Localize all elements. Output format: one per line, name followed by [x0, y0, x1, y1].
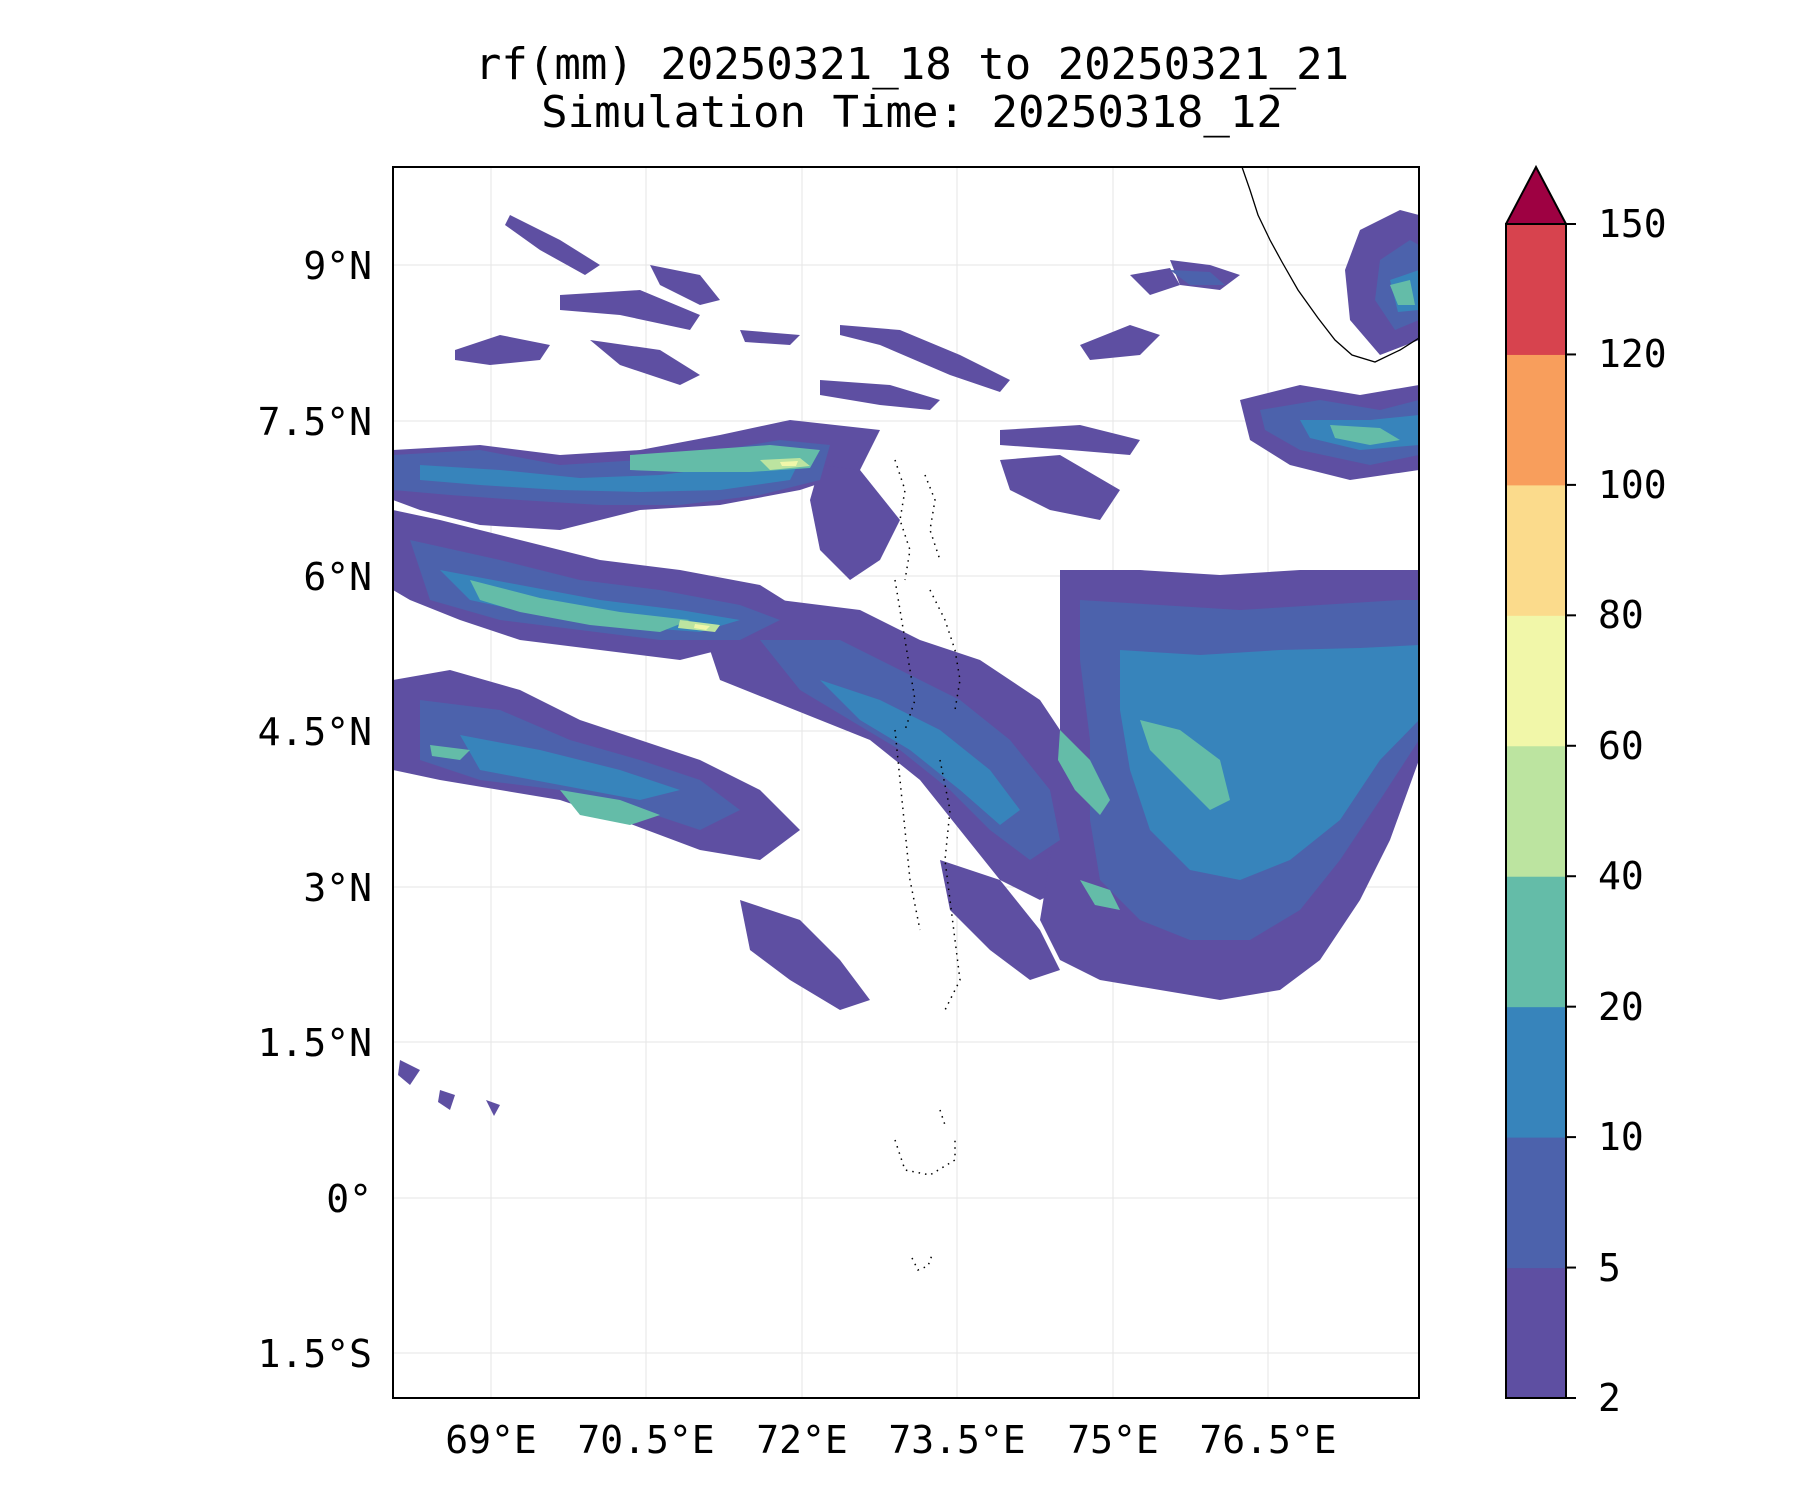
colorbar-segment-7 [1506, 484, 1566, 616]
title-line-1: rf(mm) 20250321_18 to 20250321_21 [474, 39, 1350, 90]
colorbar-segment-9 [1506, 224, 1566, 355]
rainfall-field [393, 210, 1419, 1116]
lat-label-6n: 6°N [303, 555, 372, 599]
colorbar: 2 5 10 20 40 60 80 100 120 150 [1505, 164, 1667, 1420]
lat-label-0: 0° [326, 1177, 372, 1221]
colorbar-segment-6 [1506, 615, 1566, 747]
colorbar-ticks [1566, 223, 1576, 1399]
lat-label-3n: 3°N [303, 866, 372, 910]
colorbar-segment-8 [1506, 354, 1566, 486]
lat-label-9n: 9°N [303, 244, 372, 288]
colorbar-label-10: 10 [1598, 1115, 1644, 1159]
colorbar-label-2: 2 [1598, 1376, 1621, 1420]
latitude-labels: 9°N 7.5°N 6°N 4.5°N 3°N 1.5°N 0° 1.5°S [258, 244, 372, 1376]
colorbar-segment-5 [1506, 745, 1566, 877]
lat-label-1-5s: 1.5°S [258, 1332, 372, 1376]
colorbar-segment-1 [1506, 1267, 1566, 1399]
lon-label-75e: 75°E [1067, 1418, 1159, 1462]
colorbar-label-40: 40 [1598, 854, 1644, 898]
lon-label-73-5e: 73.5°E [888, 1418, 1025, 1462]
colorbar-label-80: 80 [1598, 593, 1644, 637]
map-frame [392, 166, 1420, 1399]
lon-label-70-5e: 70.5°E [577, 1418, 714, 1462]
colorbar-labels: 2 5 10 20 40 60 80 100 120 150 [1598, 202, 1667, 1420]
longitude-labels: 69°E 70.5°E 72°E 73.5°E 75°E 76.5°E [445, 1418, 1336, 1462]
colorbar-label-5: 5 [1598, 1246, 1621, 1290]
lat-label-4-5n: 4.5°N [258, 710, 372, 754]
title-line-2: Simulation Time: 20250318_12 [541, 87, 1283, 138]
lon-label-72e: 72°E [756, 1418, 848, 1462]
lon-label-76-5e: 76.5°E [1199, 1418, 1336, 1462]
lat-label-7-5n: 7.5°N [258, 400, 372, 444]
colorbar-label-60: 60 [1598, 724, 1644, 768]
rain-level-60-80 [694, 461, 798, 630]
colorbar-segment-4 [1506, 876, 1566, 1008]
colorbar-segment-2 [1506, 1137, 1566, 1269]
maldives-atolls [894, 459, 961, 1271]
lat-label-1-5n: 1.5°N [258, 1021, 372, 1065]
rain-level-10-20 [420, 270, 1419, 880]
colorbar-label-20: 20 [1598, 985, 1644, 1029]
colorbar-frame [1505, 223, 1567, 1399]
colorbar-arrow-outline [1505, 164, 1567, 225]
lon-label-69e: 69°E [445, 1418, 537, 1462]
colorbar-extend-arrow [1506, 167, 1566, 224]
colorbar-segment-3 [1506, 1006, 1566, 1138]
colorbar-label-150: 150 [1598, 202, 1667, 246]
coastline-india [1241, 167, 1419, 363]
colorbar-label-100: 100 [1598, 463, 1667, 507]
colorbar-label-120: 120 [1598, 332, 1667, 376]
colorbar-segments [1506, 224, 1566, 1399]
